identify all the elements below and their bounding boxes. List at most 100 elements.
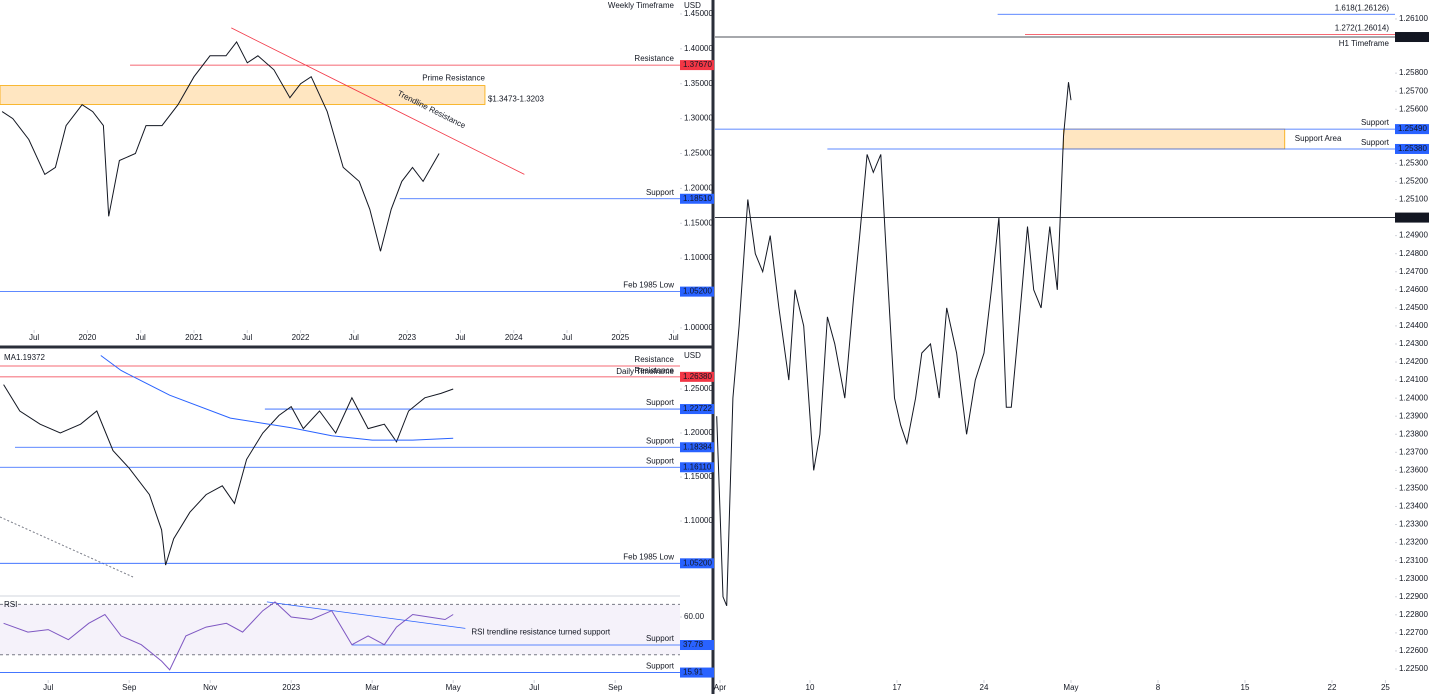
price-tag	[680, 286, 714, 297]
y-tick-label: 1.25200	[1399, 177, 1428, 186]
trendline-label: RSI trendline resistance turned support	[471, 627, 611, 636]
y-tick-label: 1.45000	[684, 9, 713, 18]
price-tag-label: 37.78	[683, 640, 704, 649]
y-tick-label: 1.20000	[684, 183, 713, 192]
y-tick-label: 1.25700	[1399, 86, 1428, 95]
level-label: Support	[646, 456, 675, 465]
x-tick-label: May	[1063, 683, 1078, 692]
y-tick-label: 1.22700	[1399, 628, 1428, 637]
level-label: Support	[646, 662, 675, 671]
level-label: Resistance	[634, 366, 674, 375]
y-tick-label: 1.24200	[1399, 357, 1428, 366]
trendline	[231, 27, 525, 175]
zone-range-label: $1.3473-1.3203	[488, 95, 545, 104]
y-tick-label: 1.24700	[1399, 267, 1428, 276]
level-label: Support	[1361, 118, 1390, 127]
y-tick-label: 1.24800	[1399, 249, 1428, 258]
price-line	[100, 355, 454, 441]
x-tick-label: Jul	[136, 333, 146, 342]
y-tick-label: 1.40000	[684, 44, 713, 53]
price-tag	[680, 442, 714, 453]
series-name: RSI	[4, 600, 17, 609]
x-tick-label: Jul	[668, 333, 678, 342]
timeframe-title: Daily Timeframe	[616, 367, 674, 376]
y-tick-label: 1.23000	[1399, 574, 1428, 583]
y-tick-label: 1.26100	[1399, 14, 1428, 23]
price-line	[3, 384, 454, 566]
y-tick-label: 1.22500	[1399, 664, 1428, 673]
y-tick-label: 1.22900	[1399, 592, 1428, 601]
y-tick-label: 1.35000	[684, 79, 713, 88]
price-tag	[680, 404, 714, 415]
rsi-band	[0, 604, 680, 655]
y-tick-label: 1.24500	[1399, 303, 1428, 312]
level-label: Support	[646, 634, 675, 643]
x-tick-label: Jul	[455, 333, 465, 342]
x-tick-label: 2024	[505, 333, 523, 342]
price-tag	[680, 667, 714, 678]
x-tick-label: 2025	[611, 333, 629, 342]
y-tick-label: 1.00000	[684, 323, 713, 332]
unit-label: USD	[684, 351, 701, 360]
zone-label: Support Area	[1295, 134, 1342, 143]
price-tag	[680, 193, 714, 204]
price-tag	[1395, 124, 1429, 135]
x-tick-label: 25	[1381, 683, 1390, 692]
x-tick-label: 2021	[185, 333, 203, 342]
price-tag-label: 1.05200	[683, 287, 712, 296]
y-tick-label: 1.15000	[684, 218, 713, 227]
y-tick-label: 1.30000	[684, 114, 713, 123]
y-tick-label: 1.23200	[1399, 538, 1428, 547]
x-tick-label: 2020	[78, 333, 96, 342]
price-tag	[1395, 32, 1429, 43]
ma-value: 1.19372	[16, 353, 45, 362]
level-label: Resistance	[634, 355, 674, 364]
y-tick-label: 1.15000	[684, 472, 713, 481]
price-tag	[1395, 143, 1429, 154]
x-tick-label: Jul	[43, 683, 53, 692]
price-tag	[680, 640, 714, 651]
old-trendline	[0, 516, 134, 578]
y-tick-label: 1.23600	[1399, 465, 1428, 474]
level-label: 1.618(1.26126)	[1335, 3, 1390, 12]
price-tag-label: 1.25490	[1398, 124, 1427, 133]
y-tick-label: 1.22600	[1399, 646, 1428, 655]
y-tick-label: 1.23700	[1399, 447, 1428, 456]
level-label: Resistance	[634, 54, 674, 63]
price-line	[716, 82, 1072, 606]
y-tick-label: 1.22800	[1399, 610, 1428, 619]
y-tick-label: 1.25000	[684, 149, 713, 158]
zone	[0, 85, 486, 105]
x-tick-label: Sep	[608, 683, 623, 692]
level-label: Support	[646, 398, 675, 407]
zone-label: Prime Resistance	[422, 74, 485, 83]
y-tick-label: 1.23800	[1399, 429, 1428, 438]
x-tick-label: Jul	[349, 333, 359, 342]
x-tick-label: May	[446, 683, 461, 692]
zone	[1063, 128, 1286, 150]
price-tag-label: 1.18510	[683, 194, 712, 203]
x-tick-label: Jul	[29, 333, 39, 342]
price-tag-label: 1.18384	[683, 442, 712, 451]
y-tick-label: 1.25600	[1399, 104, 1428, 113]
price-tag	[1395, 212, 1429, 223]
series-name: MA	[4, 353, 17, 362]
x-tick-label: 17	[893, 683, 902, 692]
timeframe-title: Weekly Timeframe	[608, 1, 675, 10]
level-label: Feb 1985 Low	[623, 281, 674, 290]
y-tick-label: 60.00	[684, 612, 705, 621]
y-tick-label: 1.10000	[684, 516, 713, 525]
y-tick-label: 1.24600	[1399, 285, 1428, 294]
x-tick-label: Sep	[122, 683, 137, 692]
price-tag	[680, 60, 714, 71]
price-line	[1, 40, 440, 252]
price-tag-label: 1.05200	[683, 558, 712, 567]
price-tag-label: 1.25380	[1398, 144, 1427, 153]
price-line	[3, 601, 454, 671]
y-tick-label: 1.20000	[684, 428, 713, 437]
x-tick-label: 8	[1156, 683, 1161, 692]
price-tag-label: 1.22722	[683, 404, 712, 413]
level-label: Support	[646, 436, 675, 445]
level-label: Support	[646, 188, 675, 197]
